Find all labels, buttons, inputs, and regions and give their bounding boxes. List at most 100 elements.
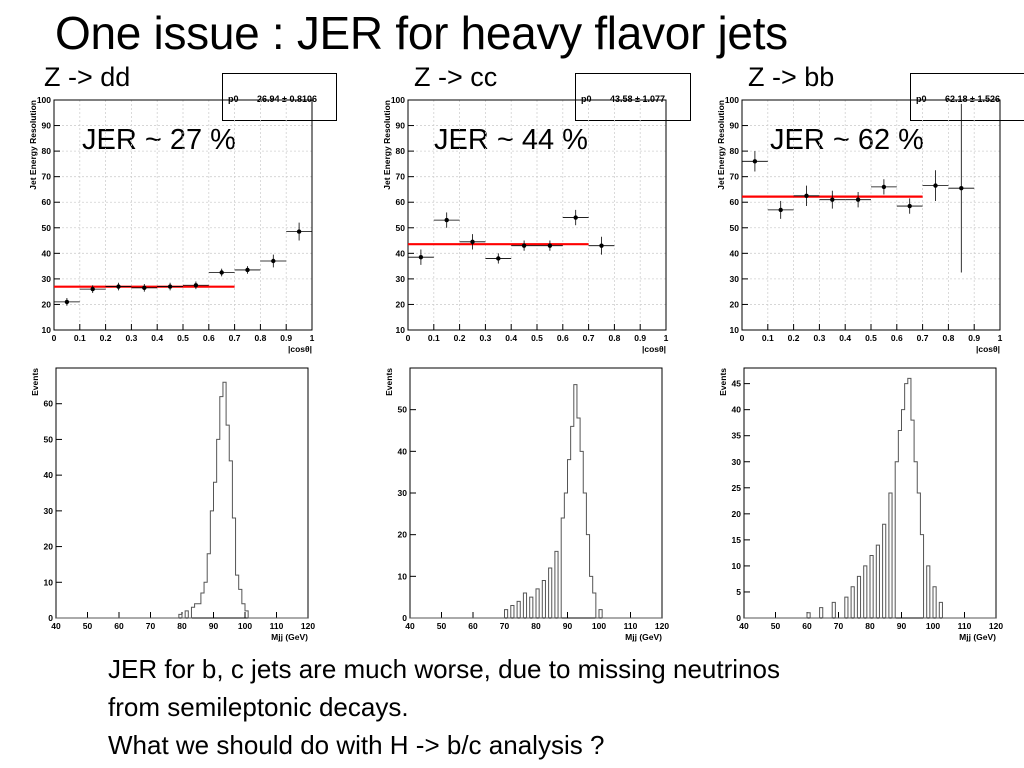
x-tick-label: 0.3 [125, 333, 137, 343]
y-tick-label: 30 [732, 457, 742, 467]
y-tick-label: 10 [732, 561, 742, 571]
y-tick-label: 40 [42, 248, 52, 258]
x-tick-label: 50 [771, 621, 781, 631]
y-tick-label: 20 [732, 509, 742, 519]
fit-param-name: p0 [916, 94, 927, 104]
fit-param-name: p0 [581, 94, 592, 104]
data-point [142, 285, 147, 291]
data-point [64, 299, 70, 305]
y-tick-label: 40 [730, 248, 740, 258]
data-point [116, 284, 121, 289]
y-tick-label: 10 [42, 325, 52, 335]
fit-param-name: p0 [228, 94, 239, 104]
x-tick-label: 0.7 [917, 333, 929, 343]
slide-title: One issue : JER for heavy flavor jets [55, 7, 788, 59]
y-tick-label: 20 [730, 299, 740, 309]
data-point [804, 193, 809, 199]
x-tick-label: 1 [998, 333, 1003, 343]
data-point [219, 270, 224, 275]
process-label-cc: Z -> cc [414, 62, 498, 92]
x-tick-label: 0.5 [177, 333, 189, 343]
x-tick-label: 0.6 [557, 333, 569, 343]
y-tick-label: 60 [42, 197, 52, 207]
y-tick-label: 20 [396, 299, 406, 309]
y-tick-label: 35 [732, 431, 742, 441]
x-tick-label: 70 [500, 621, 510, 631]
y-tick-label: 60 [44, 399, 54, 409]
x-tick-label: 110 [958, 621, 972, 631]
data-point [547, 243, 553, 248]
y-tick-label: 100 [391, 95, 405, 105]
x-tick-label: 40 [405, 621, 415, 631]
jer-annotation-bb: JER ~ 62 % [770, 124, 924, 156]
x-tick-label: 120 [301, 621, 315, 631]
y-tick-label: 50 [44, 434, 54, 444]
x-tick-label: 100 [238, 621, 252, 631]
data-point [881, 184, 887, 190]
histogram-outline [744, 377, 996, 619]
x-tick-label: 40 [739, 621, 749, 631]
y-tick-label: 30 [396, 274, 406, 284]
y-tick-label: 60 [730, 197, 740, 207]
y-tick-label: 10 [396, 325, 406, 335]
slide-footer-text: JER for b, c jets are much worse, due to… [108, 650, 780, 764]
x-tick-label: 60 [802, 621, 812, 631]
data-point [855, 197, 861, 202]
data-point [271, 258, 276, 264]
x-tick-label: 60 [468, 621, 478, 631]
data-point [907, 203, 912, 209]
x-tick-label: 0.4 [151, 333, 163, 343]
y-tick-label: 50 [398, 405, 408, 415]
jer-plot-dd: 0 0.1 0.2 0.3 0.4 0.5 0.6 0.7 0.8 0.9 1 10 20 30 40 50 6… [28, 95, 315, 354]
process-label-bb: Z -> bb [748, 62, 835, 92]
data-point [167, 284, 173, 289]
x-tick-label: 0 [740, 333, 745, 343]
y-tick-label: 20 [44, 542, 54, 552]
y-tick-label: 25 [732, 483, 742, 493]
x-axis-label: |cosθ| [976, 344, 1000, 354]
mjj-histogram-bb: 40 50 60 70 80 90 100 110 120 0 5 10 15 20 25 30 35 40 45 M… [718, 367, 1003, 642]
histogram-outline [56, 381, 308, 619]
x-tick-label: 100 [592, 621, 606, 631]
y-tick-label: 100 [725, 95, 739, 105]
data-point [521, 243, 527, 248]
data-point [752, 159, 758, 164]
y-tick-label: 40 [44, 470, 54, 480]
y-tick-label: 0 [736, 613, 741, 623]
x-tick-label: 120 [655, 621, 669, 631]
y-tick-label: 90 [730, 121, 740, 131]
y-tick-label: 20 [42, 299, 52, 309]
y-tick-label: 30 [44, 506, 54, 516]
plot-frame [55, 367, 309, 619]
x-tick-label: 0.8 [942, 333, 954, 343]
x-tick-label: 50 [437, 621, 447, 631]
x-tick-label: 0.8 [254, 333, 266, 343]
data-point [90, 286, 95, 292]
y-tick-label: 90 [396, 121, 406, 131]
footer-line: JER for b, c jets are much worse, due to… [108, 654, 780, 684]
fit-param-value: 26.94 ± 0.8106 [257, 94, 317, 104]
x-tick-label: 0 [52, 333, 57, 343]
x-axis-label: Mjj (GeV) [625, 632, 662, 642]
x-tick-label: 0.9 [968, 333, 980, 343]
y-axis-label: Events [718, 368, 728, 396]
x-tick-label: 0.7 [229, 333, 241, 343]
y-tick-label: 30 [42, 274, 52, 284]
x-axis-label: Mjj (GeV) [959, 632, 996, 642]
x-axis-label: |cosθ| [288, 344, 312, 354]
y-tick-label: 5 [736, 587, 741, 597]
x-tick-label: 0.8 [608, 333, 620, 343]
x-tick-label: 0.7 [583, 333, 595, 343]
x-tick-label: 0.3 [479, 333, 491, 343]
x-axis-label: |cosθ| [642, 344, 666, 354]
y-tick-label: 10 [730, 325, 740, 335]
x-tick-label: 80 [531, 621, 541, 631]
jer-plot-bb: 0 0.1 0.2 0.3 0.4 0.5 0.6 0.7 0.8 0.9 1 10 20 30 40 50 6… [716, 95, 1003, 354]
x-tick-label: 40 [51, 621, 61, 631]
x-tick-label: 110 [624, 621, 638, 631]
fit-stat-box-bb: p0 62.18 ± 1.526 [910, 73, 1024, 121]
x-tick-label: 70 [834, 621, 844, 631]
x-tick-label: 0.6 [203, 333, 215, 343]
y-tick-label: 0 [402, 613, 407, 623]
fit-stat-box-dd: p0 26.94 ± 0.8106 [222, 73, 337, 121]
